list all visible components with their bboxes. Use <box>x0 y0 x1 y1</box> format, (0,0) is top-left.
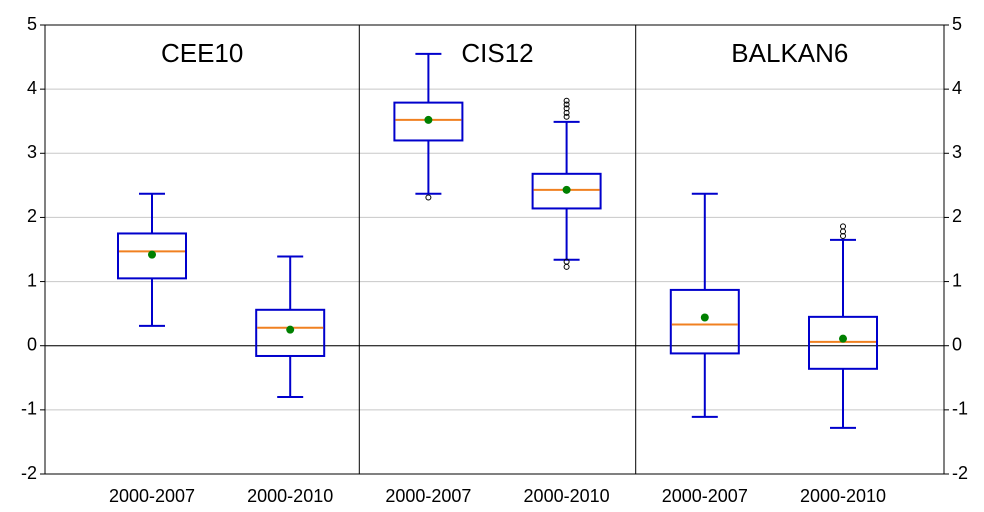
box <box>531 172 602 210</box>
y-tick-label: 3 <box>27 142 37 162</box>
outlier <box>563 263 570 270</box>
outlier <box>840 233 846 240</box>
y-tick-label: 4 <box>27 78 37 98</box>
outlier <box>840 223 846 230</box>
x-tick-label: 2000-2007 <box>385 486 471 506</box>
y2-tick-label: 3 <box>952 142 962 162</box>
box <box>117 232 187 280</box>
y-tick-label: -1 <box>21 399 37 419</box>
mean <box>700 313 709 322</box>
x-tick-label: 2000-2010 <box>524 486 610 506</box>
y2-tick-label: 1 <box>952 270 962 290</box>
outlier <box>563 113 570 120</box>
outlier <box>840 228 846 235</box>
y2-tick-label: -2 <box>952 463 968 483</box>
x-tick-label: 2000-2007 <box>109 486 195 506</box>
y2-tick-label: 5 <box>952 14 962 34</box>
group-title: CIS12 <box>461 38 533 68</box>
outlier <box>563 101 570 108</box>
mean <box>424 115 433 124</box>
y2-tick-label: 4 <box>952 78 962 98</box>
mean <box>562 185 571 194</box>
box <box>255 308 326 357</box>
outlier <box>425 194 432 201</box>
y-tick-label: 5 <box>27 14 37 34</box>
box <box>808 315 878 370</box>
group-title: CEE10 <box>161 38 243 68</box>
y2-tick-label: 2 <box>952 206 962 226</box>
plot-frame <box>44 24 945 475</box>
mean <box>839 334 847 343</box>
y-tick-label: -2 <box>21 463 37 483</box>
outlier <box>563 109 570 116</box>
y-tick-label: 0 <box>27 334 37 354</box>
mean <box>286 325 295 334</box>
outlier <box>563 97 570 104</box>
y2-tick-label: -1 <box>952 399 968 419</box>
x-tick-label: 2000-2007 <box>662 486 748 506</box>
x-tick-label: 2000-2010 <box>800 486 886 506</box>
mean <box>148 250 156 259</box>
y-tick-label: 1 <box>27 270 37 290</box>
group-title: BALKAN6 <box>731 38 848 68</box>
y2-tick-label: 0 <box>952 334 962 354</box>
box <box>393 101 464 142</box>
x-tick-label: 2000-2010 <box>247 486 333 506</box>
box <box>669 288 740 355</box>
outlier <box>563 105 570 112</box>
y-tick-label: 2 <box>27 206 37 226</box>
